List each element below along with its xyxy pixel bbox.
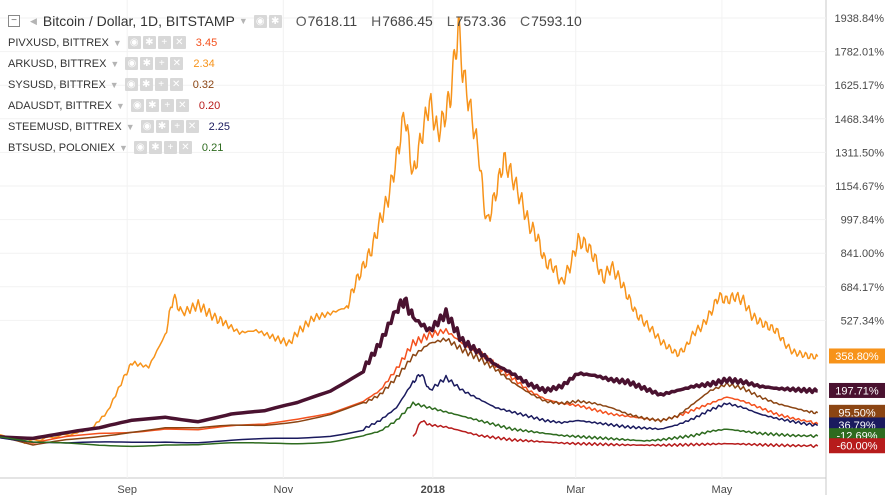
high-value: 7686.45 — [382, 13, 433, 29]
symbol-value: 0.32 — [192, 78, 215, 91]
plus-icon[interactable]: + — [154, 78, 168, 91]
chevron-down-icon[interactable]: ▼ — [112, 37, 122, 48]
series-line — [0, 16, 819, 444]
eye-icon[interactable]: ◉ — [124, 78, 138, 91]
legend-row[interactable]: BTSUSD, POLONIEX ▼ ◉ ✱ + ✕ 0.21 — [8, 137, 592, 158]
time-axis-labels: Sep Nov 2018 Mar May — [117, 484, 732, 495]
close-icon[interactable]: ✕ — [185, 120, 199, 133]
y-tick-label: 841.00% — [841, 248, 885, 260]
arrow-left-icon[interactable]: ◀ — [30, 15, 37, 26]
series-lines — [0, 16, 819, 449]
y-tick-label: 1154.67% — [835, 181, 884, 193]
gear-icon[interactable]: ✱ — [268, 14, 282, 28]
symbol-value: 0.20 — [198, 99, 221, 112]
last-value-badges: 358.80%42.68%95.50%197.71%36.79%-12.69%-… — [829, 348, 885, 454]
y-tick-label: 684.17% — [841, 282, 885, 294]
chevron-down-icon[interactable]: ▼ — [115, 100, 125, 111]
symbol-name[interactable]: BTSUSD, POLONIEX — [8, 141, 115, 154]
y-tick-label: 527.34% — [841, 315, 885, 327]
close-icon[interactable]: ✕ — [169, 78, 183, 91]
symbol-value: 0.21 — [201, 141, 224, 154]
gear-icon[interactable]: ✱ — [145, 99, 159, 112]
last-value-label: 95.50% — [838, 407, 876, 419]
eye-icon[interactable]: ◉ — [130, 99, 144, 112]
series-line — [412, 419, 819, 449]
open-value: 7618.11 — [307, 13, 358, 29]
close-icon[interactable]: ✕ — [170, 57, 184, 70]
y-tick-label: 1468.34% — [834, 114, 884, 126]
low-value: 7573.36 — [455, 13, 507, 29]
series-line — [0, 337, 819, 446]
close-icon[interactable]: ✕ — [172, 36, 186, 49]
plus-icon[interactable]: + — [155, 57, 169, 70]
eye-icon[interactable]: ◉ — [127, 36, 141, 49]
x-tick-label: May — [712, 484, 733, 495]
symbol-value: 3.45 — [195, 36, 218, 49]
legend-row[interactable]: ARKUSD, BITTREX ▼ ◉ ✱ + ✕ 2.34 — [8, 53, 592, 74]
chevron-down-icon[interactable]: ▼ — [125, 121, 135, 132]
collapse-legend-button[interactable]: − — [8, 15, 20, 27]
symbol-name[interactable]: STEEMUSD, BITTREX — [8, 120, 122, 133]
close-icon[interactable]: ✕ — [175, 99, 189, 112]
last-value-label: 197.71% — [835, 385, 879, 397]
grid-lines — [0, 0, 826, 478]
y-tick-label: 1625.17% — [834, 80, 884, 92]
eye-icon[interactable]: ◉ — [140, 120, 154, 133]
chevron-down-icon[interactable]: ▼ — [118, 142, 128, 153]
x-tick-label: Mar — [566, 484, 585, 495]
last-value-badge — [829, 438, 885, 454]
y-tick-label: 997.84% — [841, 215, 885, 227]
x-tick-label: Sep — [117, 484, 137, 495]
series-line — [0, 401, 819, 448]
chevron-down-icon[interactable]: ▼ — [238, 16, 248, 26]
series-line — [0, 296, 819, 441]
symbol-name[interactable]: PIVXUSD, BITTREX — [8, 36, 109, 49]
ohlc-values: O7618.11 H7686.45 L7573.36 C7593.10 — [295, 13, 582, 29]
plus-icon[interactable]: + — [157, 36, 171, 49]
x-tick-label: Nov — [274, 484, 294, 495]
symbol-name[interactable]: ARKUSD, BITTREX — [8, 57, 107, 70]
symbol-value: 2.34 — [193, 57, 215, 70]
plus-icon[interactable]: + — [170, 120, 184, 133]
close-value: 7593.10 — [531, 13, 582, 29]
symbol-name[interactable]: ADAUSDT, BITTREX — [8, 99, 112, 112]
legend-row[interactable]: SYSUSD, BITTREX ▼ ◉ ✱ + ✕ 0.32 — [8, 74, 592, 95]
series-line — [0, 373, 819, 444]
close-icon[interactable]: ✕ — [178, 141, 192, 154]
price-axis-labels: 1938.84% 1782.01% 1625.17% 1468.34% 1311.50%… — [834, 13, 884, 327]
chevron-down-icon[interactable]: ▼ — [109, 79, 119, 90]
last-value-label: 358.80% — [835, 351, 879, 363]
legend-row[interactable]: STEEMUSD, BITTREX ▼ ◉ ✱ + ✕ 2.25 — [8, 116, 592, 137]
gear-icon[interactable]: ✱ — [139, 78, 153, 91]
main-series-title[interactable]: Bitcoin / Dollar, 1D, BITSTAMP — [42, 13, 235, 29]
legend-row[interactable]: ADAUSDT, BITTREX ▼ ◉ ✱ + ✕ 0.20 — [8, 95, 592, 116]
x-tick-label: 2018 — [421, 484, 445, 495]
gear-icon[interactable]: ✱ — [140, 57, 154, 70]
y-tick-label: 1782.01% — [834, 47, 884, 59]
chevron-down-icon[interactable]: ▼ — [110, 58, 120, 69]
main-series-row: − ◀ Bitcoin / Dollar, 1D, BITSTAMP ▼ ◉ ✱… — [8, 10, 592, 32]
plus-icon[interactable]: + — [163, 141, 177, 154]
compare-symbols: PIVXUSD, BITTREX ▼ ◉ ✱ + ✕ 3.45 ARKUSD, BITTREX… — [8, 32, 592, 158]
plus-icon[interactable]: + — [160, 99, 174, 112]
symbol-value: 2.25 — [208, 120, 231, 133]
last-value-badge — [829, 348, 885, 364]
eye-icon[interactable]: ◉ — [125, 57, 139, 70]
gear-icon[interactable]: ✱ — [155, 120, 169, 133]
symbol-name[interactable]: SYSUSD, BITTREX — [8, 78, 106, 91]
y-tick-label: 1311.50% — [835, 147, 884, 159]
last-value-badge — [829, 382, 885, 398]
chart-legend: − ◀ Bitcoin / Dollar, 1D, BITSTAMP ▼ ◉ ✱… — [8, 10, 592, 158]
last-value-badge — [829, 404, 885, 420]
gear-icon[interactable]: ✱ — [148, 141, 162, 154]
y-tick-label: 1938.84% — [834, 13, 884, 25]
gear-icon[interactable]: ✱ — [142, 36, 156, 49]
eye-icon[interactable]: ◉ — [253, 14, 267, 28]
legend-row[interactable]: PIVXUSD, BITTREX ▼ ◉ ✱ + ✕ 3.45 — [8, 32, 592, 53]
eye-icon[interactable]: ◉ — [133, 141, 147, 154]
last-value-label: -60.00% — [837, 441, 878, 453]
